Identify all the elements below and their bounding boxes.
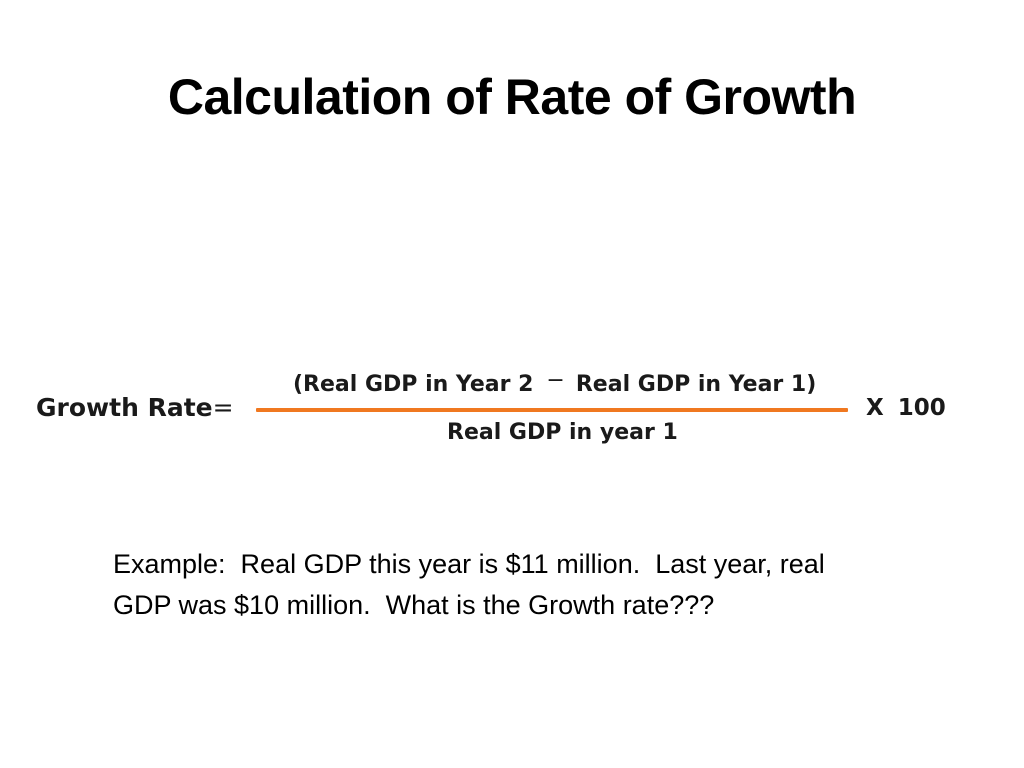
example-text: Example: Real GDP this year is $11 milli…: [113, 544, 933, 626]
fraction-bar: [256, 408, 848, 412]
formula-denominator: Real GDP in year 1: [447, 420, 678, 445]
numerator-year2: (Real GDP in Year 2: [293, 372, 534, 397]
formula-equals-sign: =: [212, 393, 234, 422]
formula-lhs: Growth Rate=: [36, 391, 234, 425]
formula-lhs-label: Growth Rate: [36, 393, 213, 422]
numerator-year1: Real GDP in Year 1): [575, 372, 817, 397]
slide-title: Calculation of Rate of Growth: [167, 69, 857, 125]
multiplier-value: 100: [897, 395, 946, 421]
minus-operator: −: [546, 368, 565, 393]
formula-multiplier: X 100: [866, 393, 946, 423]
multiply-symbol: X: [866, 395, 884, 421]
formula-numerator: (Real GDP in Year 2− Real GDP in Year 1): [293, 368, 817, 400]
example-line-1: Example: Real GDP this year is $11 milli…: [113, 549, 825, 579]
growth-rate-formula: Growth Rate= (Real GDP in Year 2− Real GD…: [0, 360, 1024, 460]
example-line-2: GDP was $10 million. What is the Growth …: [113, 590, 715, 620]
